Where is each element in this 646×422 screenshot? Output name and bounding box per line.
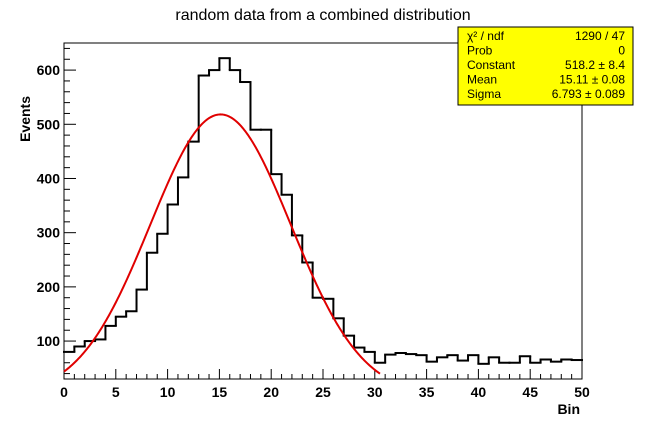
x-tick-label: 50 bbox=[574, 384, 590, 400]
stats-row-label: Prob bbox=[467, 44, 493, 58]
stats-box: χ² / ndf 1290 / 47 Prob 0 Constant 518.2 ± 8.… bbox=[457, 26, 634, 106]
y-tick-label: 200 bbox=[37, 279, 61, 295]
y-axis-label: Events bbox=[17, 96, 33, 142]
y-tick-label: 100 bbox=[37, 333, 61, 349]
x-tick-label: 45 bbox=[522, 384, 538, 400]
x-tick-label: 10 bbox=[160, 384, 176, 400]
y-axis: 100 200 300 400 500 600 bbox=[37, 47, 76, 375]
x-tick-label: 30 bbox=[367, 384, 383, 400]
stats-row-value: 6.793 ± 0.089 bbox=[552, 87, 626, 101]
x-axis: 0 5 10 15 20 25 30 35 40 45 50 bbox=[60, 369, 590, 400]
stats-row-value: 1290 / 47 bbox=[575, 29, 625, 43]
x-axis-label: Bin bbox=[557, 401, 580, 417]
stats-row-label: Constant bbox=[467, 58, 516, 72]
stats-row-label: Sigma bbox=[467, 87, 501, 101]
stats-box-background bbox=[457, 26, 634, 106]
y-tick-label: 300 bbox=[37, 225, 61, 241]
x-tick-label: 15 bbox=[212, 384, 228, 400]
x-tick-label: 40 bbox=[471, 384, 487, 400]
chart-title: random data from a combined distribution bbox=[175, 7, 470, 24]
stats-row-label: χ² / ndf bbox=[467, 29, 505, 43]
x-tick-label: 25 bbox=[315, 384, 331, 400]
stats-row-value: 518.2 ± 8.4 bbox=[565, 58, 625, 72]
stats-row-label: Mean bbox=[467, 73, 497, 87]
y-tick-label: 500 bbox=[37, 116, 61, 132]
stats-row-value: 15.11 ± 0.08 bbox=[559, 73, 625, 87]
stats-row-value: 0 bbox=[618, 44, 625, 58]
histogram-series bbox=[63, 57, 583, 365]
x-tick-label: 0 bbox=[60, 384, 68, 400]
fit-curve-series bbox=[63, 113, 381, 375]
stats-rows: χ² / ndf 1290 / 47 Prob 0 Constant 518.2 ± 8.… bbox=[467, 29, 625, 101]
x-tick-label: 35 bbox=[419, 384, 435, 400]
x-tick-label: 5 bbox=[112, 384, 120, 400]
y-tick-label: 600 bbox=[37, 62, 61, 78]
fit-curve bbox=[63, 113, 381, 375]
x-tick-label: 20 bbox=[263, 384, 279, 400]
y-tick-label: 400 bbox=[37, 170, 61, 186]
